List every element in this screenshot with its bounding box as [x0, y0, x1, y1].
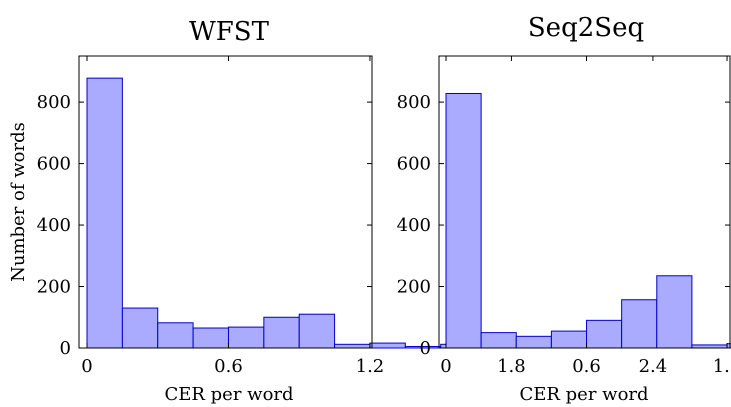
x-tick-group: 0 0.6 1.2 1.8 2.4 [440, 56, 731, 377]
y-tick-label: 0 [60, 338, 71, 359]
x-tick-label: 0 [81, 356, 92, 377]
y-tick-label: 200 [397, 277, 431, 298]
histogram-bar [263, 316, 300, 349]
x-tick-label: 0.6 [214, 356, 243, 377]
histogram-bar [656, 275, 693, 349]
y-tick-label: 0 [420, 338, 431, 359]
x-tick-label: 1.8 [497, 356, 526, 377]
y-tick-group: 0 200 400 600 800 [397, 92, 730, 359]
histogram-bar [192, 327, 229, 349]
histogram-bar [227, 326, 265, 349]
histogram-bar [445, 92, 482, 349]
x-axis-label: CER per word [519, 384, 648, 405]
histogram-bar [86, 77, 123, 349]
histogram-bar [515, 335, 552, 349]
chart-title: WFST [189, 17, 270, 47]
x-tick-label: 0 [440, 356, 451, 377]
y-tick-label: 200 [37, 277, 71, 298]
histogram-bar [550, 330, 588, 349]
y-axis-label: Number of words [8, 122, 29, 282]
x-tick-label: 2.4 [639, 356, 668, 377]
histogram-bar [586, 319, 623, 349]
x-tick-group: 0 0.6 1.2 1.8 2.4 [81, 56, 667, 377]
histogram-bar [369, 342, 406, 349]
histogram-bar [157, 322, 194, 349]
histogram-bar [334, 343, 371, 349]
y-tick-group: 0 200 400 600 800 [37, 92, 372, 359]
x-tick-label: 1.2 [713, 356, 731, 377]
y-tick-label: 600 [37, 154, 71, 175]
bar-group [86, 77, 731, 349]
x-axis-label: CER per word [164, 384, 293, 405]
y-tick-label: 400 [37, 215, 71, 236]
y-tick-label: 400 [397, 215, 431, 236]
bar-group [445, 92, 731, 349]
histogram-bar [480, 332, 517, 349]
y-tick-label: 800 [397, 92, 431, 113]
histogram-bar [121, 307, 159, 349]
x-tick-label: 0.6 [572, 356, 601, 377]
histogram-bar [298, 313, 336, 349]
wfst-histogram-panel: WFST Number of words CER per word 0 200 40… [8, 17, 731, 405]
plot-frame [78, 55, 373, 349]
chart-title: Seq2Seq [528, 13, 644, 43]
y-tick-label: 600 [397, 154, 431, 175]
histogram-bar [621, 299, 658, 349]
plot-frame [438, 55, 731, 349]
y-tick-label: 800 [37, 92, 71, 113]
seq2seq-histogram-panel: Seq2Seq CER per word 0 200 400 600 800 0 0.6 1… [397, 13, 731, 405]
x-tick-label: 1.2 [356, 356, 385, 377]
